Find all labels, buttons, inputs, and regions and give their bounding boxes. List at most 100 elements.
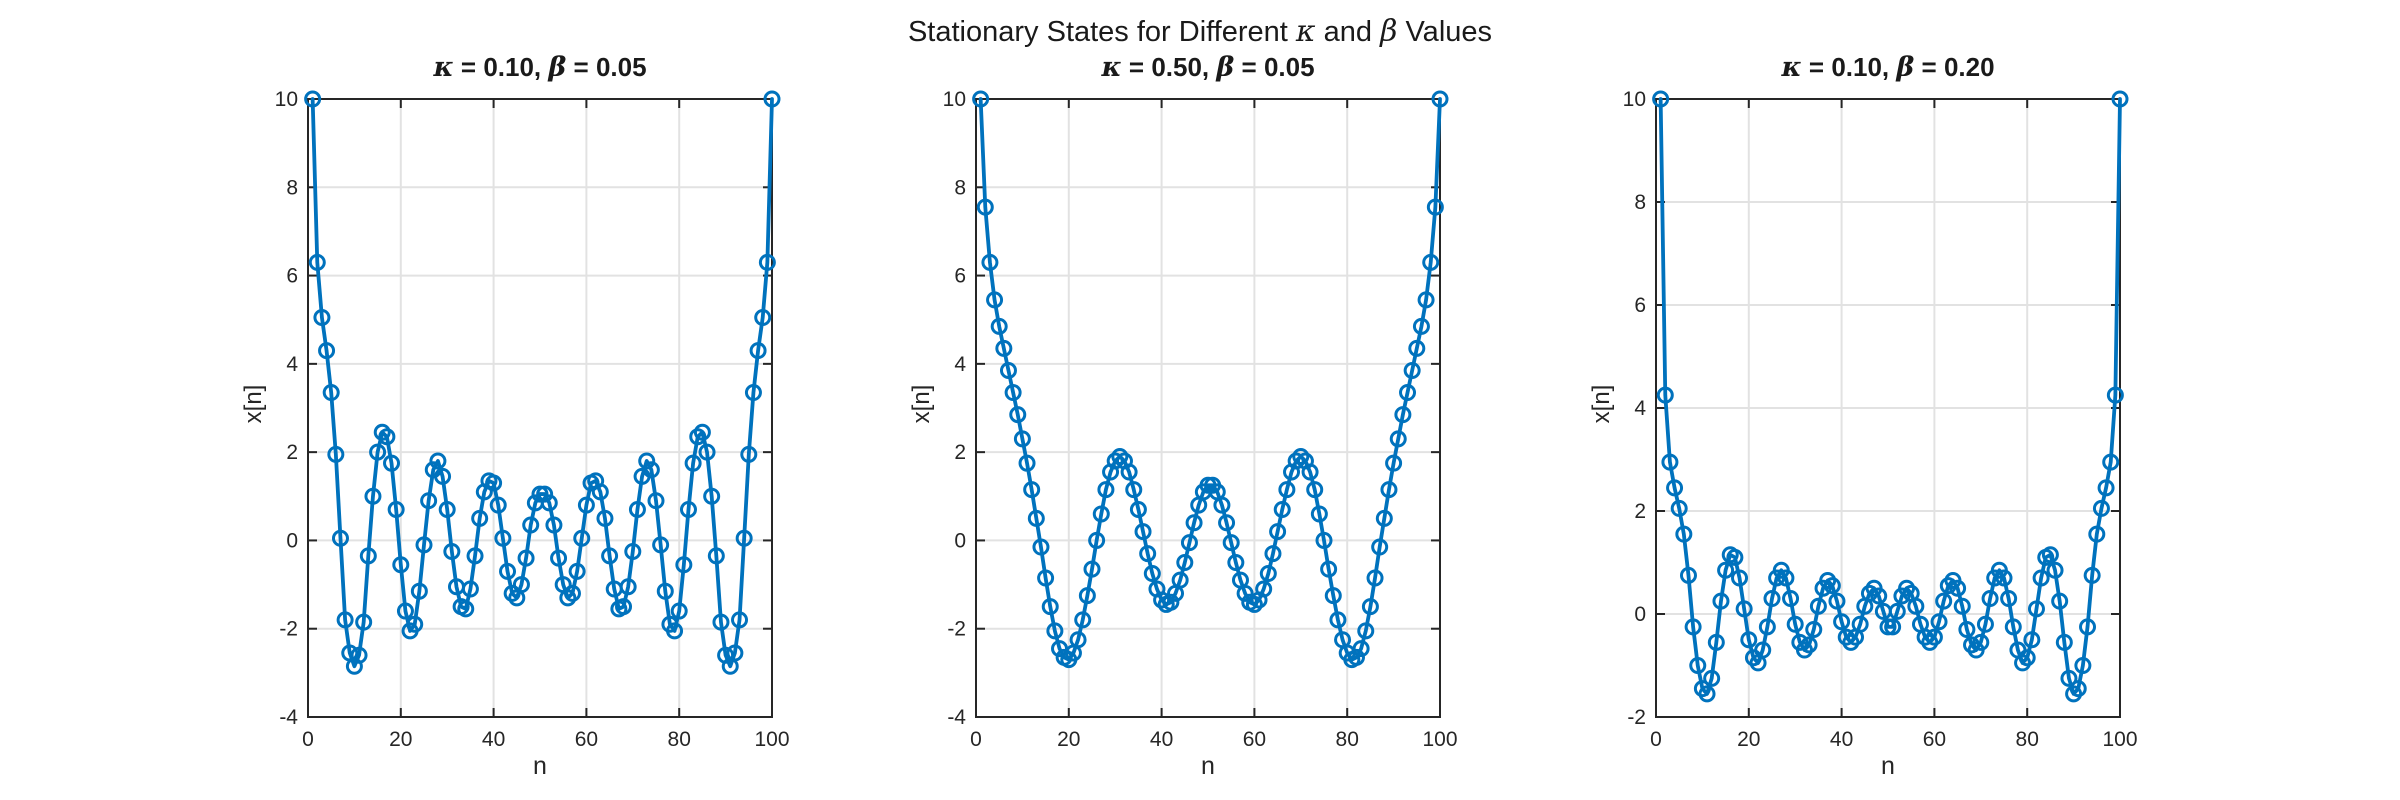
tick-marks xyxy=(307,98,773,718)
x-tick-label: 60 xyxy=(575,728,598,751)
data-point-marker xyxy=(652,536,670,554)
data-point-marker xyxy=(1097,481,1115,499)
data-point-marker xyxy=(1389,430,1407,448)
data-point-marker xyxy=(619,578,637,596)
data-point-marker xyxy=(503,584,521,602)
data-point-marker xyxy=(1385,454,1403,472)
y-tick-label: -4 xyxy=(947,706,966,729)
data-point-marker xyxy=(406,615,424,633)
data-point-marker xyxy=(1758,618,1776,636)
y-tick-label: -2 xyxy=(947,618,966,641)
data-point-marker xyxy=(559,589,577,607)
data-point-marker xyxy=(1357,622,1375,640)
data-point-marker xyxy=(1907,597,1925,615)
data-point-marker xyxy=(443,542,461,560)
data-point-marker xyxy=(744,384,762,402)
data-point-marker xyxy=(1032,538,1050,556)
data-point-marker xyxy=(1394,406,1412,424)
data-point-marker xyxy=(336,611,354,629)
data-point-marker xyxy=(350,646,368,664)
data-point-marker xyxy=(670,602,688,620)
beta-symbol: β xyxy=(1896,52,1915,83)
data-point-marker xyxy=(999,361,1017,379)
data-point-marker xyxy=(396,602,414,620)
data-point-marker xyxy=(461,580,479,598)
data-point-marker xyxy=(1306,481,1324,499)
data-point-markers xyxy=(304,90,781,675)
data-point-marker xyxy=(642,461,660,479)
beta-value: = 0.05 xyxy=(566,52,647,82)
y-tick-label: 8 xyxy=(286,176,298,199)
data-point-marker xyxy=(1666,479,1684,497)
data-point-marker xyxy=(359,547,377,565)
data-point-marker xyxy=(1352,640,1370,658)
data-point-marker xyxy=(1273,501,1291,519)
data-point-marker xyxy=(1287,452,1305,470)
data-point-marker xyxy=(1371,538,1389,556)
figure-title: Stationary States for Different κ and β … xyxy=(0,14,2400,49)
data-point-marker xyxy=(1361,598,1379,616)
data-point-marker xyxy=(2069,680,2087,698)
kappa-value: = 0.10, xyxy=(453,52,549,82)
data-point-marker xyxy=(1976,615,1994,633)
data-point-marker xyxy=(550,549,568,567)
x-tick-label: 80 xyxy=(668,728,691,751)
data-point-marker xyxy=(1823,577,1841,595)
data-point-marker xyxy=(1740,631,1758,649)
data-point-marker xyxy=(638,452,656,470)
x-tick-label: 0 xyxy=(1650,728,1662,751)
data-series-line xyxy=(310,97,774,669)
data-point-marker xyxy=(684,454,702,472)
data-point-marker xyxy=(1412,317,1430,335)
data-point-marker xyxy=(1805,620,1823,638)
data-series-line xyxy=(978,97,1442,662)
data-point-marker xyxy=(2023,631,2041,649)
data-point-marker xyxy=(1675,525,1693,543)
data-point-marker xyxy=(628,501,646,519)
axes-box xyxy=(975,98,1441,718)
data-point-marker xyxy=(434,467,452,485)
data-point-marker xyxy=(976,198,994,216)
data-point-marker xyxy=(2027,600,2045,618)
data-series-line xyxy=(1658,97,2122,696)
data-point-marker xyxy=(1125,481,1143,499)
data-point-marker xyxy=(693,423,711,441)
data-point-marker xyxy=(1162,593,1180,611)
figure-title-text: and xyxy=(1315,16,1381,48)
data-point-marker xyxy=(313,309,331,327)
data-point-marker xyxy=(1712,592,1730,610)
x-tick-label: 80 xyxy=(2016,728,2039,751)
y-tick-label: 2 xyxy=(1634,500,1646,523)
data-point-marker xyxy=(364,487,382,505)
data-point-marker xyxy=(1185,514,1203,532)
data-point-marker xyxy=(1833,613,1851,631)
x-tick-label: 80 xyxy=(1336,728,1359,751)
y-axis-label: x[n] xyxy=(240,384,267,424)
data-point-marker xyxy=(689,428,707,446)
data-point-marker xyxy=(1707,633,1725,651)
data-point-marker xyxy=(1027,509,1045,527)
data-point-marker xyxy=(1315,531,1333,549)
y-tick-label: 4 xyxy=(286,353,298,376)
subplot-1-title: κ = 0.10, β = 0.05 xyxy=(278,52,802,83)
data-point-marker xyxy=(1259,565,1277,583)
data-point-marker xyxy=(1958,620,1976,638)
y-tick-label: 8 xyxy=(1634,191,1646,214)
data-point-marker xyxy=(1981,590,1999,608)
data-point-marker xyxy=(563,584,581,602)
data-point-marker xyxy=(373,423,391,441)
data-point-marker xyxy=(1809,597,1827,615)
x-tick-label: 20 xyxy=(1737,728,1760,751)
tick-labels: 0 20 40 60 80 100 -4 -2 0 2 4 6 8 10 xyxy=(943,88,1458,751)
data-point-marker xyxy=(1800,636,1818,654)
data-point-marker xyxy=(1763,590,1781,608)
subplot-1: κ = 0.10, β = 0.05 x[n] 0 20 40 60 80 100 -4 -2… xyxy=(240,0,790,800)
data-point-marker xyxy=(2000,590,2018,608)
data-point-marker xyxy=(1698,685,1716,703)
y-tick-label: 8 xyxy=(954,176,966,199)
data-point-marker xyxy=(2060,669,2078,687)
data-point-marker xyxy=(1292,448,1310,466)
data-point-marker xyxy=(1269,523,1287,541)
gridlines xyxy=(307,98,773,718)
kappa-value: = 0.10, xyxy=(1801,52,1897,82)
